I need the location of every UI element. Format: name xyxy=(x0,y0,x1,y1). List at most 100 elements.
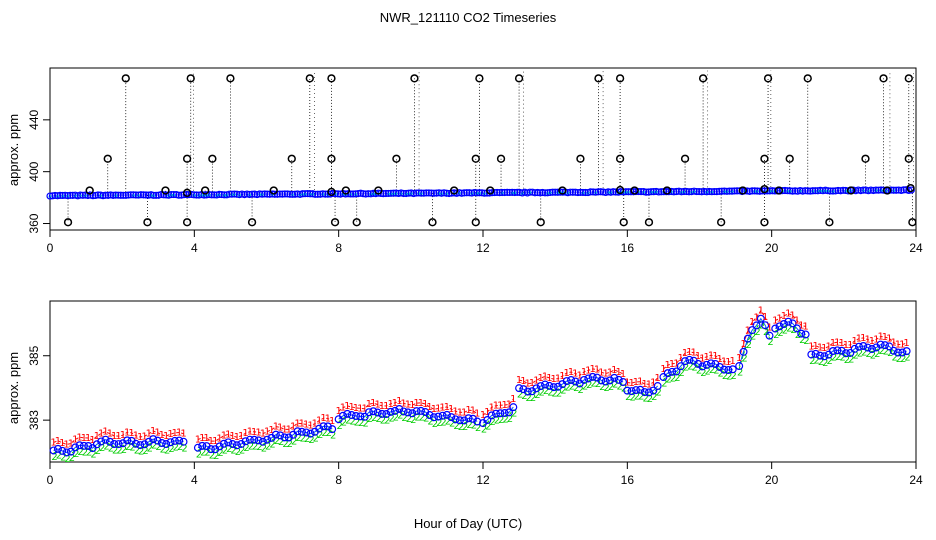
series-2-marker: 2 xyxy=(138,447,144,458)
y-tick-label: 383 xyxy=(27,410,41,430)
series-2-marker: 2 xyxy=(647,394,653,405)
series-o-marker xyxy=(536,382,545,391)
series-o-marker xyxy=(846,348,855,357)
series-o-marker xyxy=(889,346,898,355)
series-o-marker xyxy=(893,348,902,357)
series-o-marker xyxy=(500,409,509,418)
series-o-marker xyxy=(323,422,332,431)
series-2-marker: 2 xyxy=(865,349,871,360)
flagged-point xyxy=(717,218,726,227)
series-o-marker xyxy=(672,367,681,376)
series-2-marker: 2 xyxy=(475,423,481,434)
series-2-marker: 2 xyxy=(164,446,170,457)
series-o-marker xyxy=(206,445,215,454)
series-1-marker: 1 xyxy=(316,416,322,427)
baseline-point xyxy=(129,191,137,199)
baseline-point xyxy=(597,188,605,196)
series-1-marker: 1 xyxy=(847,340,853,351)
series-2-marker: 2 xyxy=(786,323,792,334)
series-1-marker: 1 xyxy=(538,373,544,384)
series-1-marker: 1 xyxy=(229,431,235,442)
series-o-marker xyxy=(562,377,571,386)
series-o-marker xyxy=(62,448,71,457)
series-2-marker: 2 xyxy=(419,412,425,423)
series-o-marker xyxy=(58,446,67,455)
series-2-marker: 2 xyxy=(226,444,232,455)
series-o-marker xyxy=(584,374,593,383)
series-1-marker: 1 xyxy=(542,371,548,382)
series-2-marker: 2 xyxy=(393,413,399,424)
series-2-marker: 2 xyxy=(569,382,575,393)
series-2-marker: 2 xyxy=(222,445,228,456)
series-o-marker xyxy=(649,386,658,395)
series-o-marker xyxy=(487,411,496,420)
series-1-marker: 1 xyxy=(98,428,104,439)
series-o-marker xyxy=(193,443,202,452)
series-1-marker: 1 xyxy=(551,374,557,385)
series-o-marker xyxy=(523,387,532,396)
series-o-marker xyxy=(715,362,724,371)
flagged-point xyxy=(374,186,383,195)
series-o-marker xyxy=(425,411,434,420)
series-o-marker xyxy=(219,439,228,448)
baseline-point xyxy=(359,190,367,198)
baseline-point xyxy=(245,190,254,199)
baseline-point xyxy=(137,191,145,199)
series-o-marker xyxy=(228,440,237,449)
series-2-line xyxy=(482,409,514,427)
series-o-marker xyxy=(338,411,347,420)
flagged-point xyxy=(428,218,437,227)
series-1-marker: 1 xyxy=(203,433,209,444)
x-tick-label: 8 xyxy=(335,473,342,487)
flagged-point xyxy=(63,218,73,227)
series-1-marker: 1 xyxy=(785,309,791,320)
series-1-marker: 1 xyxy=(474,408,480,419)
series-2-marker: 2 xyxy=(904,353,910,364)
series-1-marker: 1 xyxy=(886,333,892,344)
series-2-marker: 2 xyxy=(173,443,179,454)
series-o-marker xyxy=(902,347,911,356)
baseline-point xyxy=(122,191,130,199)
series-o-marker xyxy=(614,375,623,384)
baseline-point xyxy=(139,191,148,199)
x-tick-label: 4 xyxy=(191,473,198,487)
series-o-marker xyxy=(166,438,175,447)
series-o-marker xyxy=(863,343,872,352)
flagged-point xyxy=(879,74,888,83)
flagged-point xyxy=(201,186,210,195)
series-1-marker: 1 xyxy=(208,436,214,447)
baseline-point xyxy=(117,191,125,199)
flagged-point xyxy=(471,154,480,163)
baseline-point xyxy=(281,190,289,198)
series-2-marker: 2 xyxy=(371,413,377,424)
series-2-marker: 2 xyxy=(341,417,347,428)
series-2-marker: 2 xyxy=(498,415,504,426)
series-o-marker xyxy=(114,440,123,449)
flagged-point xyxy=(760,154,769,163)
baseline-point xyxy=(892,186,900,194)
series-2-marker: 2 xyxy=(674,373,680,384)
series-2-marker: 2 xyxy=(750,332,756,343)
series-2-marker: 2 xyxy=(763,327,769,338)
baseline-point xyxy=(278,190,286,198)
series-2-marker: 2 xyxy=(883,347,889,358)
x-tick-label: 20 xyxy=(765,473,779,487)
series-2-marker: 2 xyxy=(406,414,412,425)
series-2-marker: 2 xyxy=(517,390,523,401)
series-o-marker xyxy=(627,387,636,396)
baseline-point xyxy=(48,192,57,200)
series-1-marker: 1 xyxy=(510,394,516,405)
series-2-marker: 2 xyxy=(670,373,676,384)
series-o-marker xyxy=(668,367,677,376)
series-1-marker: 1 xyxy=(781,311,787,322)
baseline-point xyxy=(101,191,110,199)
series-2-marker: 2 xyxy=(432,419,438,430)
series-1-marker: 1 xyxy=(137,432,143,443)
series-o-marker xyxy=(833,346,842,355)
baseline-point xyxy=(311,190,319,198)
baseline-point xyxy=(283,190,292,198)
series-1-marker: 1 xyxy=(899,339,905,350)
baseline-point xyxy=(629,188,638,196)
flagged-point xyxy=(615,185,625,195)
flagged-point xyxy=(698,74,708,83)
